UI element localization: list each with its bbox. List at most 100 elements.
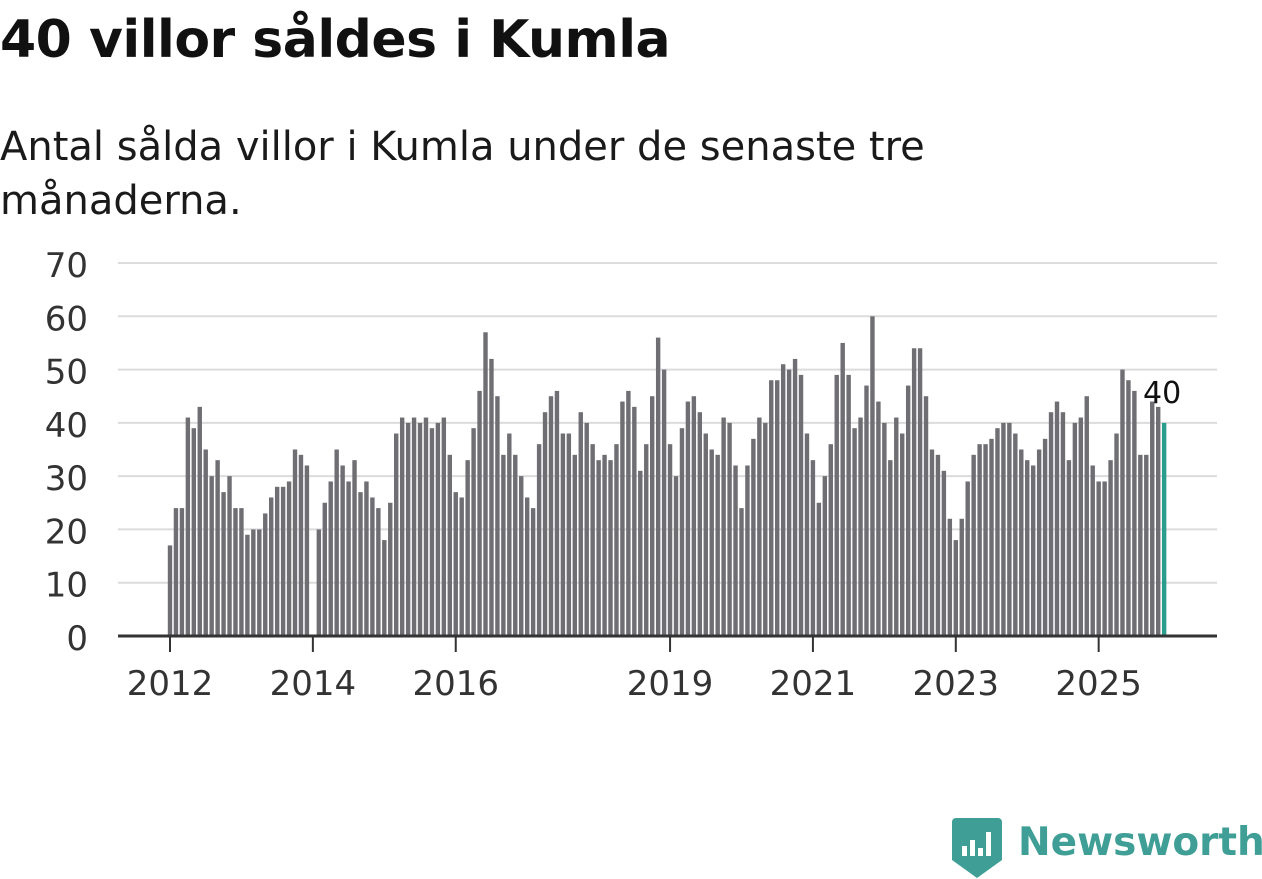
bar xyxy=(697,412,703,636)
bar xyxy=(429,428,435,636)
bar xyxy=(334,449,339,636)
bar xyxy=(1042,438,1048,636)
bar xyxy=(1072,422,1078,636)
bar xyxy=(513,454,518,636)
bar xyxy=(1132,390,1137,636)
bar xyxy=(935,454,941,636)
y-tick-label: 30 xyxy=(45,459,88,499)
y-tick-label: 70 xyxy=(45,246,88,286)
bar xyxy=(667,444,673,636)
bar xyxy=(971,454,976,636)
bar xyxy=(346,481,351,636)
bar xyxy=(905,385,911,636)
bar xyxy=(388,502,393,636)
bar xyxy=(804,433,810,636)
bar xyxy=(507,433,512,636)
bar xyxy=(649,396,655,636)
bar xyxy=(1078,417,1084,636)
bar xyxy=(1007,422,1012,636)
bar xyxy=(858,417,863,636)
bar xyxy=(459,497,464,636)
y-tick-label: 20 xyxy=(45,512,88,552)
bar xyxy=(977,444,982,636)
bar xyxy=(1108,460,1113,636)
x-axis-ticks xyxy=(169,636,1100,652)
bar xyxy=(763,422,768,636)
x-tick-label: 2023 xyxy=(913,664,1000,704)
bar xyxy=(489,358,494,636)
bar xyxy=(1096,481,1101,636)
bar xyxy=(620,401,625,636)
bar xyxy=(358,492,363,636)
bar xyxy=(441,417,447,636)
bar xyxy=(661,369,667,636)
y-tick-label: 40 xyxy=(45,406,88,446)
bar xyxy=(965,481,970,636)
bar xyxy=(495,396,500,636)
bar xyxy=(590,444,595,636)
bar xyxy=(322,502,327,636)
bar xyxy=(1144,454,1149,636)
bar xyxy=(1150,401,1155,636)
bar xyxy=(435,422,441,636)
page-title: 40 villor såldes i Kumla xyxy=(0,10,671,70)
bar xyxy=(608,460,613,636)
bar xyxy=(1060,412,1066,636)
bar xyxy=(340,465,345,636)
bar xyxy=(786,369,792,636)
bar xyxy=(614,444,619,636)
bar xyxy=(566,433,572,636)
bar xyxy=(274,486,280,636)
bar xyxy=(1138,454,1143,636)
bar xyxy=(775,380,780,636)
bar-latest xyxy=(1161,422,1167,636)
bar xyxy=(822,476,828,636)
newsworthy-chart-icon xyxy=(952,818,1002,878)
bar xyxy=(245,534,250,636)
bar xyxy=(852,428,857,636)
bar xyxy=(1114,433,1119,636)
bar xyxy=(536,444,542,636)
x-tick-label: 2016 xyxy=(412,664,499,704)
bar xyxy=(519,476,524,636)
bar xyxy=(280,486,286,636)
bar xyxy=(1084,396,1089,636)
bar xyxy=(477,390,482,636)
bar xyxy=(798,374,804,636)
bar xyxy=(399,417,405,636)
bar xyxy=(263,513,268,636)
bar xyxy=(185,417,191,636)
bar xyxy=(1054,401,1060,636)
bar xyxy=(673,476,679,636)
x-tick-label: 2012 xyxy=(127,664,214,704)
bar xyxy=(572,454,577,636)
bar xyxy=(632,406,637,636)
x-tick-label: 2025 xyxy=(1055,664,1142,704)
bars xyxy=(167,316,1167,636)
bar xyxy=(203,449,208,636)
bar xyxy=(167,545,173,636)
bar xyxy=(757,417,762,636)
bar xyxy=(703,433,708,636)
y-tick-label: 60 xyxy=(45,299,88,339)
bar xyxy=(911,348,917,636)
bar xyxy=(780,364,786,636)
bar xyxy=(876,401,881,636)
bar xyxy=(959,518,964,636)
bar xyxy=(715,454,720,636)
bar xyxy=(191,428,197,636)
bar xyxy=(638,470,643,636)
bar xyxy=(286,481,292,636)
bar xyxy=(655,337,661,636)
x-tick-label: 2019 xyxy=(627,664,714,704)
bar xyxy=(894,417,899,636)
bar xyxy=(530,508,536,636)
bar xyxy=(846,374,851,636)
bar xyxy=(644,444,649,636)
bar xyxy=(679,428,685,636)
bar xyxy=(257,529,262,636)
bar xyxy=(239,508,244,636)
bar xyxy=(917,348,923,636)
bar xyxy=(197,406,202,636)
